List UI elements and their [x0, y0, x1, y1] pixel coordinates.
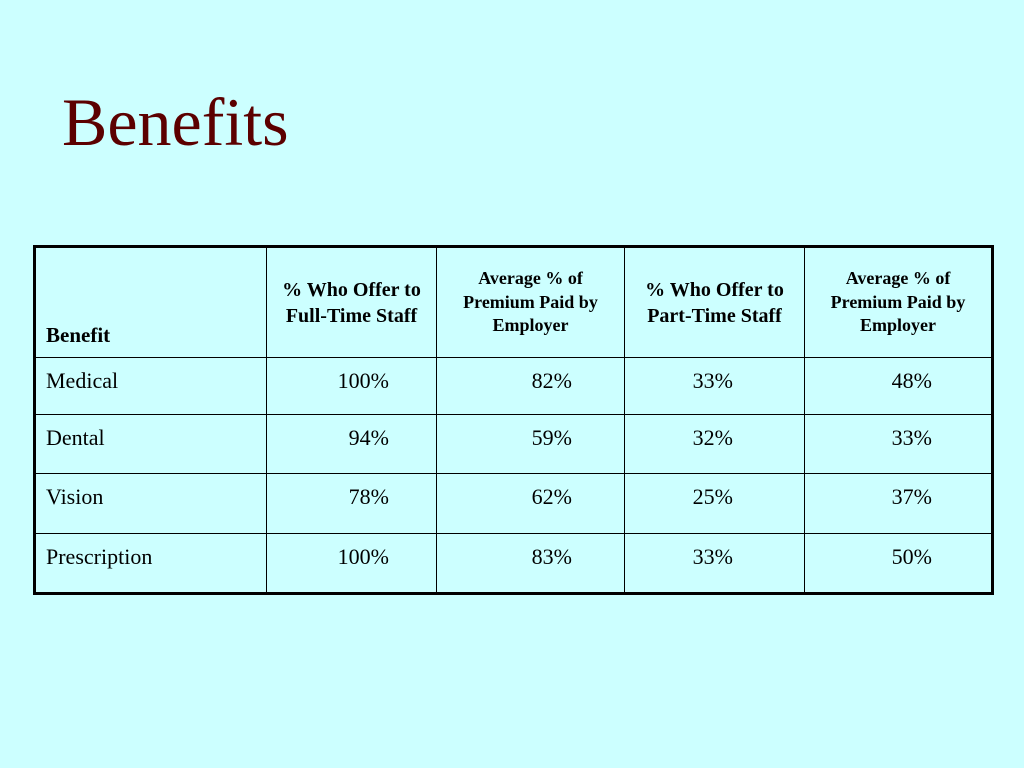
- row-label: Vision: [34, 473, 267, 534]
- table-cell: 62%: [436, 473, 625, 534]
- table-cell: 83%: [436, 533, 625, 594]
- column-header: Benefit: [34, 246, 267, 358]
- table-cell: 59%: [436, 414, 625, 474]
- table-cell: 32%: [624, 414, 805, 474]
- table-cell: 94%: [266, 414, 437, 474]
- table-cell: 78%: [266, 473, 437, 534]
- table-cell: 33%: [804, 414, 993, 474]
- table-cell: 25%: [624, 473, 805, 534]
- row-label: Dental: [34, 414, 267, 474]
- table-cell: 33%: [624, 533, 805, 594]
- benefits-table: Benefit% Who Offer to Full-Time Staff Ave…: [33, 245, 994, 595]
- table-cell: 37%: [804, 473, 993, 534]
- slide-title: Benefits: [62, 84, 289, 160]
- table-row: Medical 100% 82% 33% 48%: [34, 357, 993, 415]
- table-row: Prescription 100% 83% 33% 50%: [34, 533, 993, 594]
- table-cell: 100%: [266, 357, 437, 415]
- table-body: Medical 100% 82% 33% 48% Dental 94% 59% 32% 33% Vi…: [34, 357, 993, 594]
- column-header: % Who Offer to Part-Time Staff: [624, 246, 805, 358]
- column-header: Average % of Premium Paid by Employer: [436, 246, 625, 358]
- row-label: Medical: [34, 357, 267, 415]
- table-cell: 48%: [804, 357, 993, 415]
- column-header: % Who Offer to Full-Time Staff: [266, 246, 437, 358]
- table-row: Dental 94% 59% 32% 33%: [34, 414, 993, 474]
- table-cell: 82%: [436, 357, 625, 415]
- table-row: Vision 78% 62% 25% 37%: [34, 473, 993, 534]
- header-row: Benefit% Who Offer to Full-Time Staff Ave…: [34, 246, 993, 358]
- column-header: Average % of Premium Paid by Employer: [804, 246, 993, 358]
- table-cell: 100%: [266, 533, 437, 594]
- table-cell: 33%: [624, 357, 805, 415]
- table-cell: 50%: [804, 533, 993, 594]
- row-label: Prescription: [34, 533, 267, 594]
